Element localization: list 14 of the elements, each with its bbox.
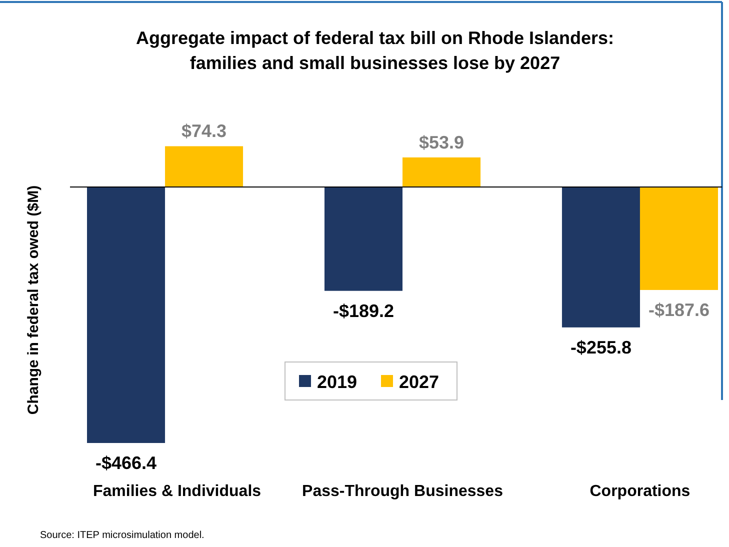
data-label: -$187.6: [648, 300, 710, 320]
legend-label: 2019: [317, 372, 358, 392]
x-tick-label: Families & Individuals: [92, 483, 262, 500]
source-note: Source: ITEP microsimulation model.: [40, 530, 204, 541]
data-label: -$255.8: [570, 337, 632, 358]
data-label: -$189.2: [332, 300, 394, 321]
legend-label: 2027: [399, 372, 440, 392]
data-label: $74.3: [182, 121, 227, 142]
y-axis-title: Change in federal tax owed ($M): [25, 185, 42, 415]
data-label: $53.9: [418, 132, 464, 152]
x-tick-label: Pass-Through Businesses: [302, 483, 504, 500]
data-label: -$466.4: [95, 453, 157, 473]
x-tick-label: Corporations: [590, 483, 690, 500]
chart-title: Aggregate impact of federal tax bill on Rhode Islanders: families and small businesses lose by 2027: [136, 28, 614, 73]
